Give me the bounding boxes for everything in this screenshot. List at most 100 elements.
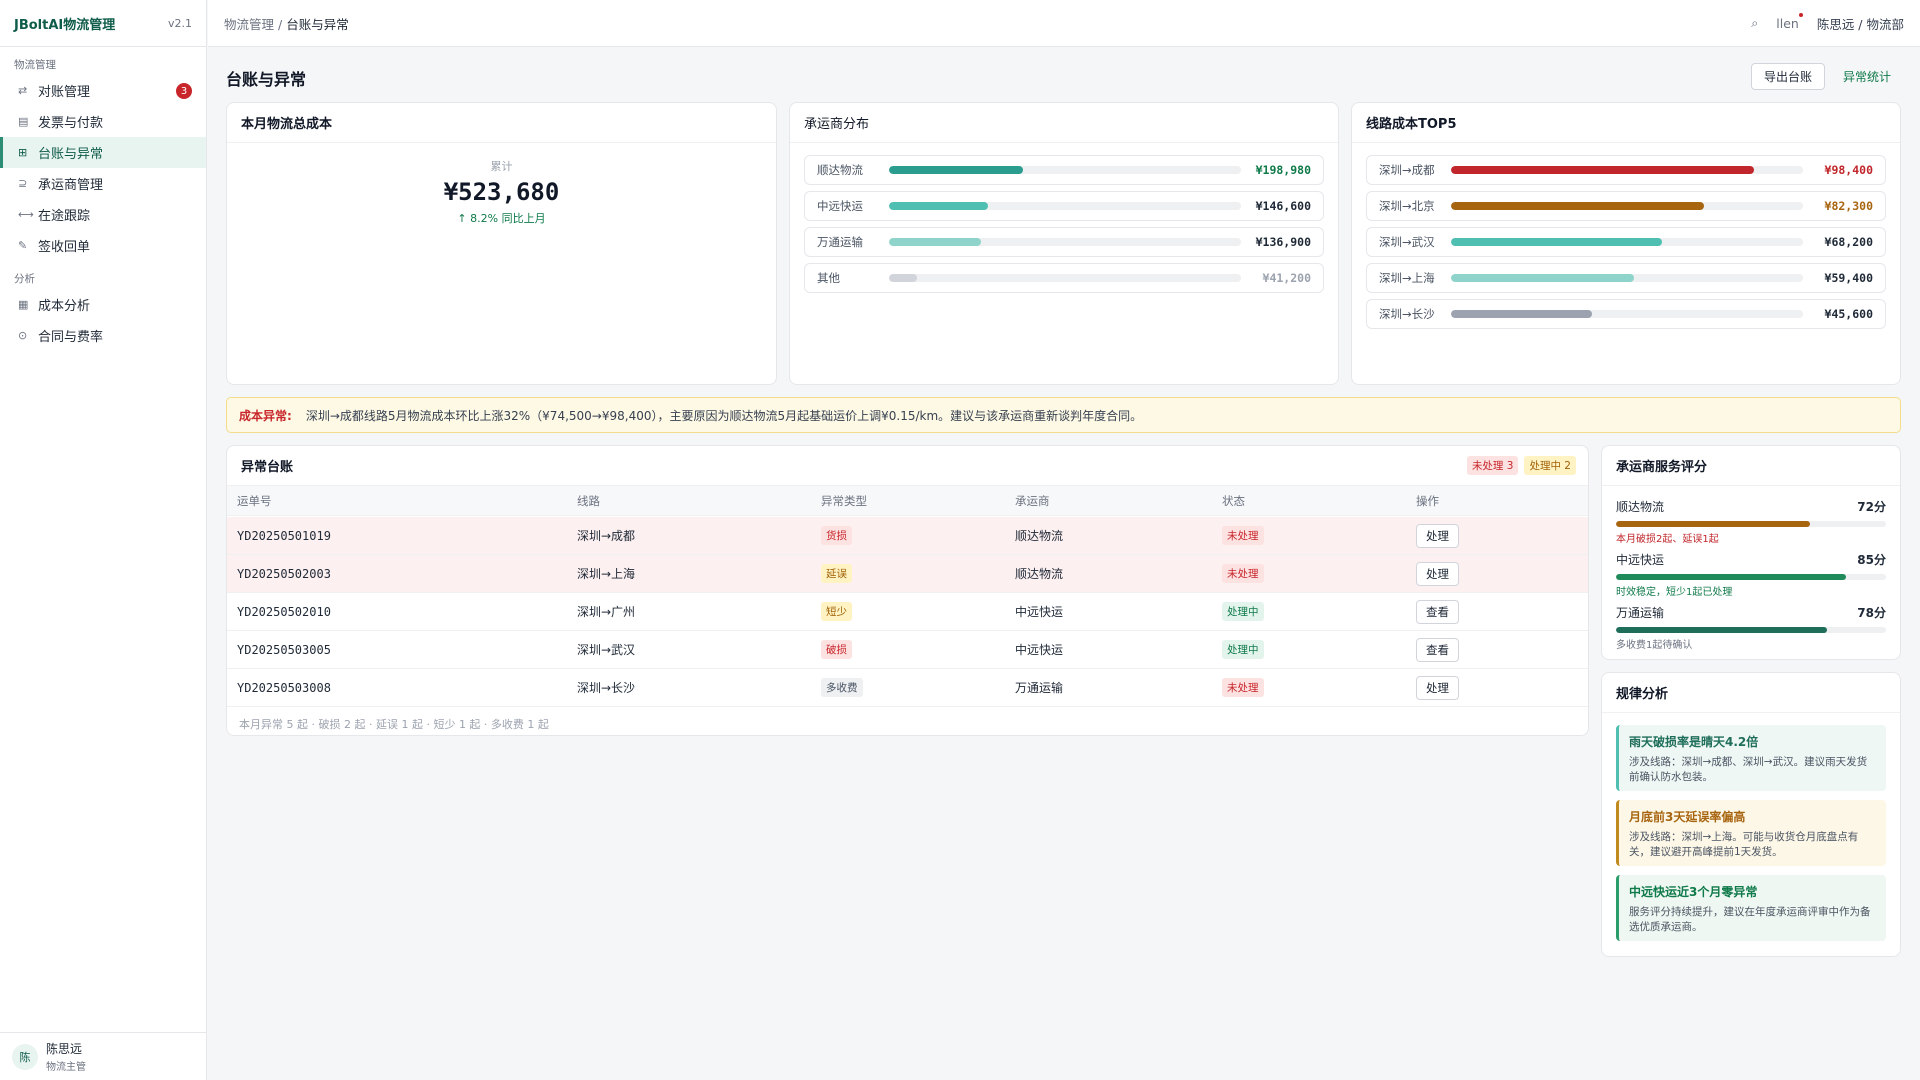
insight-description: 服务评分持续提升，建议在年度承运商评审中作为备选优质承运商。 [1629,906,1871,933]
carrier-bar-name: 顺达物流 [817,163,863,177]
carrier-bar-value: ¥146,600 [1255,199,1311,213]
route-cell: 深圳→上海 [577,567,636,581]
route-cell: 深圳→成都 [577,529,636,543]
route-cell: 深圳→武汉 [577,643,636,657]
route-cell: 深圳→广州 [577,605,636,619]
sidebar-item-label: 对账管理 [38,85,91,100]
score-carrier-name: 万通运输 [1616,606,1665,620]
topbar-user[interactable]: 陈思远 / 物流部 [1816,16,1904,32]
route-bar-name: 深圳→长沙 [1379,307,1435,321]
route-bar-row: 深圳→北京 ¥82,300 [1366,191,1886,221]
sidebar-item-1[interactable]: ⇄ 对账管理 3 [0,75,206,106]
score-value: 85分 [1857,553,1886,567]
contract-icon: ⊙ [18,329,28,342]
status-badge: 未处理 [1222,678,1264,697]
export-ledger-button[interactable]: 导出台账 [1751,63,1825,90]
route-bar-row: 深圳→上海 ¥59,400 [1366,263,1886,293]
sidebar-analysis-item-1[interactable]: ▦ 成本分析 [0,289,206,320]
score-note: 多收费1起待确认 [1616,640,1693,651]
waybill-number: YD20250503005 [237,642,331,657]
route-bar-value: ¥68,200 [1824,235,1873,249]
table-row[interactable]: YD20250502010 深圳→广州 短少 中远快运 处理中 查看 [227,593,1588,631]
carrier-bar-value: ¥136,900 [1255,235,1311,249]
insight-item: 雨天破损率是晴天4.2倍 涉及线路：深圳→成都、深圳→武汉。建议雨天发货前确认防水… [1616,725,1886,791]
avatar: 陈 [12,1043,38,1070]
nav-section-analysis: 分析 [14,273,35,285]
search-icon[interactable]: ⌕ [1751,15,1759,30]
pattern-analysis-title: 规律分析 [1602,673,1900,713]
exception-stats-button[interactable]: 异常统计 [1842,70,1891,84]
sidebar-item-6[interactable]: ✎ 签收回单 [0,230,206,261]
score-fill [1616,521,1811,527]
exception-type-badge: 破损 [821,640,852,659]
sidebar: JBoltAI物流管理 v2.1 物流管理 ⇄ 对账管理 3 ▤ 发票与付款 ⊞ 台账与异常… [0,0,207,1080]
breadcrumb-parent[interactable]: 物流管理 [224,16,275,32]
cost-alert-banner: 成本异常: 深圳→成都线路5月物流成本环比上涨32%（¥74,500→¥98,4… [226,397,1901,433]
table-row[interactable]: YD20250502003 深圳→上海 延误 顺达物流 未处理 处理 [227,555,1588,593]
processing-count-badge[interactable]: 处理中 2 [1524,456,1576,475]
status-badge: 处理中 [1222,640,1264,659]
carrier-bar-row: 其他 ¥41,200 [804,263,1324,293]
notification-icon[interactable]: llen [1776,12,1803,31]
route-bar-row: 深圳→武汉 ¥68,200 [1366,227,1886,257]
receipt-icon: ✎ [18,239,28,252]
route-bar-name: 深圳→武汉 [1379,235,1435,249]
nav-list: ⇄ 对账管理 3 ▤ 发票与付款 ⊞ 台账与异常 ⊇ 承运商管理 ⟷ 在途跟踪 ✎ 签收回单 [0,75,206,261]
brand-name[interactable]: JBoltAI物流管理 [14,17,116,33]
sidebar-item-2[interactable]: ▤ 发票与付款 [0,106,206,137]
table-row[interactable]: YD20250503008 深圳→长沙 多收费 万通运输 未处理 处理 [227,669,1588,707]
col-action: 操作 [1416,493,1439,508]
sidebar-item-3[interactable]: ⊞ 台账与异常 [0,137,206,168]
sidebar-item-5[interactable]: ⟷ 在途跟踪 [0,199,206,230]
row-action-button[interactable]: 处理 [1416,523,1459,548]
table-row[interactable]: YD20250501019 深圳→成都 货损 顺达物流 未处理 处理 [227,517,1588,555]
kpi-card: 本月物流总成本 累计 ¥523,680 ↑ 8.2% 同比上月 [226,102,777,385]
sidebar-item-label: 签收回单 [38,240,91,255]
route-bar-track [1451,310,1803,318]
status-badge: 处理中 [1222,602,1264,621]
sidebar-analysis-item-2[interactable]: ⊙ 合同与费率 [0,320,206,351]
carrier-cell: 顺达物流 [1015,529,1064,543]
pending-count-badge[interactable]: 未处理 3 [1466,456,1519,475]
route-top5-title: 线路成本TOP5 [1352,103,1900,143]
table-row[interactable]: YD20250503005 深圳→武汉 破损 中远快运 处理中 查看 [227,631,1588,669]
exception-ledger-card: 异常台账 未处理 3 处理中 2 运单号 线路 异常类型 承运商 状态 操作 Y… [226,445,1589,736]
tracking-icon: ⟷ [18,208,34,221]
score-track [1616,574,1886,580]
waybill-number: YD20250502010 [237,604,331,619]
route-bar-track [1451,274,1803,282]
route-bar-track [1451,166,1803,174]
route-bar-value: ¥59,400 [1824,271,1873,285]
row-action-button[interactable]: 查看 [1416,637,1459,662]
row-action-button[interactable]: 处理 [1416,675,1459,700]
sidebar-user[interactable]: 陈 陈思远 物流主管 [0,1032,206,1080]
sidebar-item-label: 台账与异常 [38,147,104,162]
score-track [1616,627,1886,633]
route-bar-value: ¥82,300 [1824,199,1873,213]
carrier-bar-row: 中远快运 ¥146,600 [804,191,1324,221]
route-cell: 深圳→长沙 [577,681,636,695]
score-header: 中远快运 85分 [1616,551,1886,568]
ledger-status-tags: 未处理 3 处理中 2 [1466,456,1576,475]
carrier-score-item: 中远快运 85分 时效稳定，短少1起已处理 [1616,551,1886,598]
col-route: 线路 [577,493,600,508]
score-track [1616,521,1886,527]
row-action-button[interactable]: 查看 [1416,599,1459,624]
ledger-icon: ⊞ [18,146,28,159]
nav-section-logistics: 物流管理 [14,59,56,71]
notification-dot [1798,12,1803,17]
col-status: 状态 [1222,493,1245,508]
brand-bar: JBoltAI物流管理 v2.1 [0,0,206,47]
route-bar-value: ¥98,400 [1824,163,1873,177]
row-action-button[interactable]: 处理 [1416,561,1459,586]
score-value: 72分 [1857,500,1886,514]
route-bar-fill [1451,202,1705,210]
carrier-distribution-title: 承运商分布 [790,103,1338,143]
waybill-number: YD20250502003 [237,566,331,581]
carrier-score-item: 万通运输 78分 多收费1起待确认 [1616,604,1886,651]
sidebar-item-4[interactable]: ⊇ 承运商管理 [0,168,206,199]
breadcrumb: 物流管理 / 台账与异常 [224,14,349,33]
sidebar-user-info: 陈思远 物流主管 [46,1040,86,1073]
page-title: 台账与异常 [226,70,307,89]
insight-item: 中远快运近3个月零异常 服务评分持续提升，建议在年度承运商评审中作为备选优质承运商… [1616,875,1886,941]
